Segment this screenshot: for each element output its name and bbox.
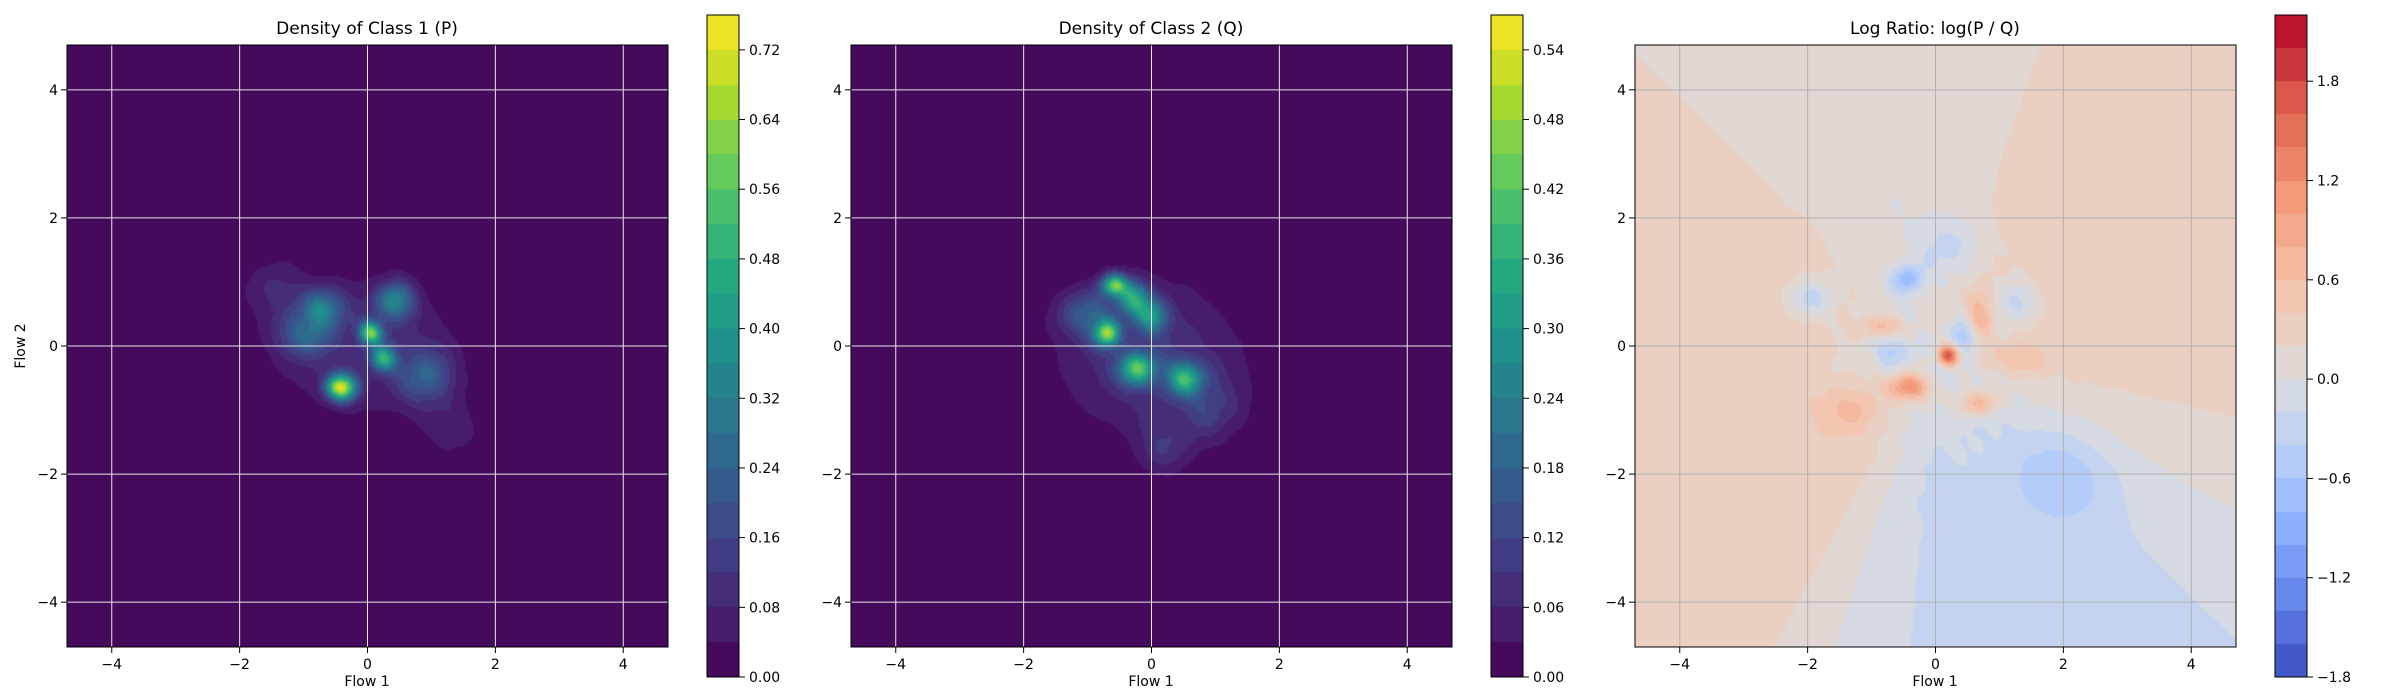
colorbar-tick-label: 0.40 xyxy=(749,322,780,338)
y-tick-label: −4 xyxy=(37,595,58,611)
panel2-gridlines xyxy=(851,45,1452,647)
colorbar-tick-label: 0.64 xyxy=(749,113,780,129)
panel3-gridlines xyxy=(1635,45,2236,647)
panel1-ticks: −4 −2 0 2 4 −4 −2 0 2 4 xyxy=(37,83,627,673)
colorbar-tick-label: 0.08 xyxy=(749,600,780,616)
x-tick-label: −4 xyxy=(101,657,122,673)
panel3-ticks: −4 −2 0 2 4 −4 −2 0 2 4 xyxy=(1605,83,2195,673)
colorbar-tick-label: 1.2 xyxy=(2317,174,2339,190)
colorbar-tick-label: 0.06 xyxy=(1533,600,1564,616)
panel3-title: Log Ratio: log(P / Q) xyxy=(1850,19,2020,39)
panel3-colorbar-image xyxy=(2275,15,2307,677)
panel2-xlabel: Flow 1 xyxy=(1128,674,1173,690)
panel3-colorbar-frame xyxy=(2274,14,2308,678)
panel2-colorbar-frame xyxy=(1490,14,1524,678)
panel-class1-density: Density of Class 1 (P) −4 −2 0 2 4 −4 −2 0 2 4 Fl… xyxy=(13,14,780,690)
colorbar-tick-label: 0.16 xyxy=(749,531,780,547)
x-tick-label: −2 xyxy=(1013,657,1034,673)
colorbar-tick-label: 0.00 xyxy=(749,670,780,686)
x-tick-label: −2 xyxy=(229,657,250,673)
x-tick-label: 2 xyxy=(1275,657,1284,673)
colorbar-tick-label: 0.12 xyxy=(1533,531,1564,547)
colorbar-tick-label: 0.32 xyxy=(749,391,780,407)
panel1-title: Density of Class 1 (P) xyxy=(276,19,458,39)
colorbar-tick-label: 0.48 xyxy=(749,252,780,268)
colorbar-tick-label: 0.36 xyxy=(1533,252,1564,268)
colorbar-tick-label: 0.00 xyxy=(1533,670,1564,686)
panel2-colorbar-ticks: 0.00 0.06 0.12 0.18 0.24 0.30 0.36 0.42 0.48 0.54 xyxy=(1523,43,1564,686)
colorbar-tick-label: 0.18 xyxy=(1533,461,1564,477)
colorbar-tick-label: 0.24 xyxy=(1533,391,1564,407)
y-tick-label: −2 xyxy=(37,467,58,483)
x-tick-label: 4 xyxy=(619,657,628,673)
x-tick-label: 0 xyxy=(1147,657,1156,673)
panel3-colorbar-ticks: −1.8 −1.2 −0.6 0.0 0.6 1.2 1.8 xyxy=(2307,74,2351,686)
colorbar-tick-label: −1.8 xyxy=(2317,670,2351,686)
panel3-xlabel: Flow 1 xyxy=(1912,674,1957,690)
panel1-colorbar-frame xyxy=(706,14,740,678)
colorbar-tick-label: 0.54 xyxy=(1533,43,1564,59)
panel2-colorbar-image xyxy=(1491,15,1523,677)
colorbar-tick-label: −0.6 xyxy=(2317,471,2351,487)
panel1-ylabel: Flow 2 xyxy=(13,323,29,368)
y-tick-label: −4 xyxy=(1605,595,1626,611)
panel1-colorbar-image xyxy=(707,15,739,677)
y-tick-label: 0 xyxy=(49,339,58,355)
x-tick-label: 0 xyxy=(363,657,372,673)
colorbar-tick-label: 0.6 xyxy=(2317,273,2339,289)
colorbar-tick-label: 0.48 xyxy=(1533,113,1564,129)
y-tick-label: −4 xyxy=(821,595,842,611)
y-tick-label: 4 xyxy=(1617,83,1626,99)
x-tick-label: 2 xyxy=(491,657,500,673)
y-tick-label: 0 xyxy=(833,339,842,355)
panel2-title: Density of Class 2 (Q) xyxy=(1059,19,1244,39)
colorbar-tick-label: 0.42 xyxy=(1533,182,1564,198)
y-tick-label: 2 xyxy=(1617,211,1626,227)
x-tick-label: 4 xyxy=(2187,657,2196,673)
panel-class2-density: Density of Class 2 (Q) −4 −2 0 2 4 −4 −2 0 2 4 Fl… xyxy=(821,14,1564,690)
y-tick-label: 0 xyxy=(1617,339,1626,355)
panel1-xlabel: Flow 1 xyxy=(344,674,389,690)
y-tick-label: 2 xyxy=(49,211,58,227)
x-tick-label: −4 xyxy=(1669,657,1690,673)
colorbar-tick-label: 0.56 xyxy=(749,182,780,198)
panel1-colorbar-ticks: 0.00 0.08 0.16 0.24 0.32 0.40 0.48 0.56 0.64 0.72 xyxy=(739,43,780,686)
y-tick-label: −2 xyxy=(1605,467,1626,483)
colorbar-tick-label: 1.8 xyxy=(2317,74,2339,90)
x-tick-label: 4 xyxy=(1403,657,1412,673)
colorbar-tick-label: 0.24 xyxy=(749,461,780,477)
y-tick-label: −2 xyxy=(821,467,842,483)
colorbar-tick-label: 0.72 xyxy=(749,43,780,59)
y-tick-label: 4 xyxy=(833,83,842,99)
colorbar-tick-label: 0.0 xyxy=(2317,372,2339,388)
colorbar-tick-label: 0.30 xyxy=(1533,322,1564,338)
y-tick-label: 4 xyxy=(49,83,58,99)
panel1-gridlines xyxy=(67,45,668,647)
panel2-ticks: −4 −2 0 2 4 −4 −2 0 2 4 xyxy=(821,83,1411,673)
x-tick-label: −4 xyxy=(885,657,906,673)
panel-log-ratio: Log Ratio: log(P / Q) −4 −2 0 2 4 −4 −2 0 2 4 Flo… xyxy=(1605,14,2351,690)
x-tick-label: −2 xyxy=(1797,657,1818,673)
colorbar-tick-label: −1.2 xyxy=(2317,571,2351,587)
x-tick-label: 2 xyxy=(2059,657,2068,673)
x-tick-label: 0 xyxy=(1931,657,1940,673)
y-tick-label: 2 xyxy=(833,211,842,227)
